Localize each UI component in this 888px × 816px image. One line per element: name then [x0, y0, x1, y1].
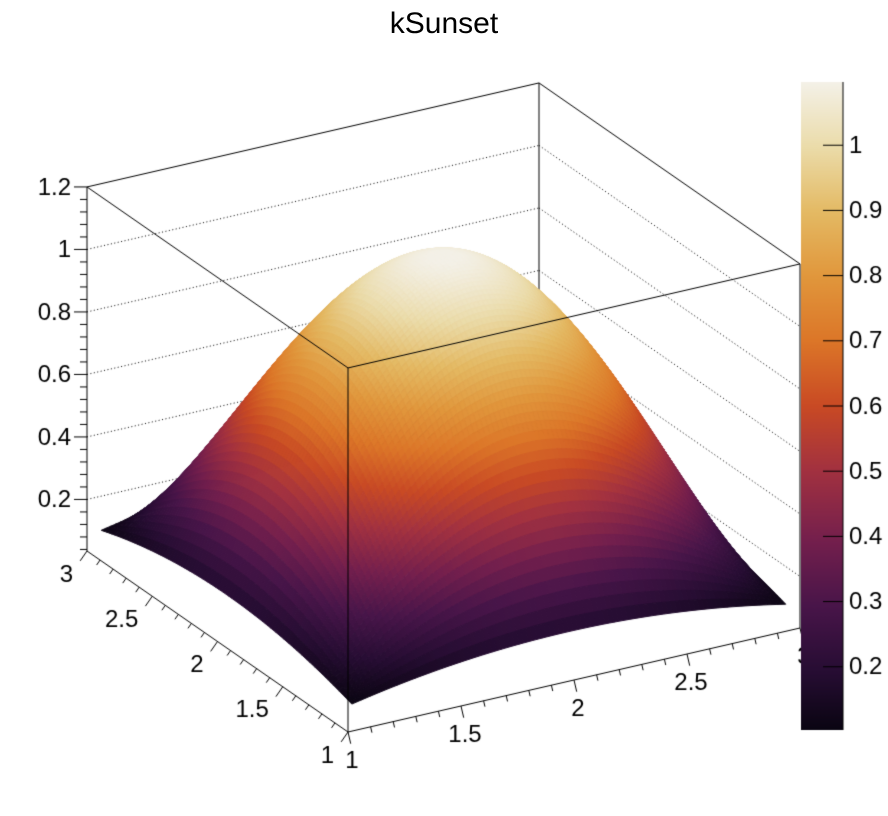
chart-title: kSunset	[389, 7, 499, 40]
